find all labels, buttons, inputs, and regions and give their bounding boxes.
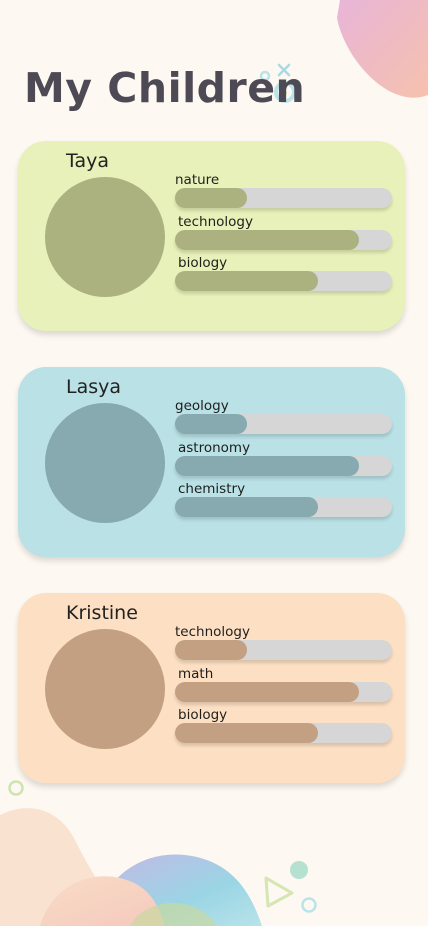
- deco-dot: [290, 861, 308, 879]
- avatar[interactable]: [45, 177, 165, 297]
- interest-progress-fill: [175, 723, 319, 743]
- confetti-cross: [277, 63, 291, 77]
- interest-progress-fill: [175, 414, 247, 434]
- interest-progress-bar: [175, 230, 392, 250]
- confetti-ring: [274, 81, 296, 103]
- deco-triangle: [264, 876, 294, 908]
- interest-progress-fill: [175, 682, 360, 702]
- interest-label: astronomy: [178, 440, 251, 456]
- interest-progress-fill: [175, 271, 319, 291]
- bottom-green-blob: [130, 902, 216, 926]
- interest-label: nature: [175, 172, 220, 188]
- top-right-blob: [337, 0, 428, 98]
- child-card[interactable]: Lasya geology astronomy chemistry: [18, 367, 405, 557]
- interest-progress-bar: [175, 497, 392, 517]
- interest-progress-bar: [175, 414, 392, 434]
- confetti-dot: [279, 89, 287, 97]
- avatar[interactable]: [45, 403, 165, 523]
- page-title: My Children: [24, 64, 306, 112]
- interest-progress-fill: [175, 497, 319, 517]
- interest-progress-fill: [175, 456, 360, 476]
- interest-label: biology: [178, 255, 228, 271]
- child-name: Kristine: [66, 602, 138, 624]
- interest-progress-bar: [175, 640, 392, 660]
- interest-progress-bar: [175, 723, 392, 743]
- confetti-ring-small: [259, 70, 271, 82]
- bottom-peach-blob: [40, 876, 165, 926]
- interest-label: geology: [175, 398, 229, 414]
- interest-progress-fill: [175, 188, 247, 208]
- interest-progress-bar: [175, 188, 392, 208]
- interest-progress-fill: [175, 230, 360, 250]
- child-card[interactable]: Taya nature technology biology: [18, 141, 405, 331]
- child-card[interactable]: Kristine technology math biology: [18, 593, 405, 783]
- interest-progress-fill: [175, 640, 247, 660]
- deco-ring-bottom: [301, 897, 317, 913]
- interest-progress-bar: [175, 271, 392, 291]
- interest-label: chemistry: [178, 481, 246, 497]
- avatar[interactable]: [45, 629, 165, 749]
- child-name: Taya: [66, 150, 109, 172]
- interest-progress-bar: [175, 682, 392, 702]
- interest-label: biology: [178, 707, 228, 723]
- deco-ring-left: [8, 780, 24, 796]
- child-name: Lasya: [66, 376, 122, 398]
- interest-label: math: [178, 666, 214, 682]
- interest-label: technology: [178, 214, 253, 230]
- interest-progress-bar: [175, 456, 392, 476]
- interest-label: technology: [175, 624, 250, 640]
